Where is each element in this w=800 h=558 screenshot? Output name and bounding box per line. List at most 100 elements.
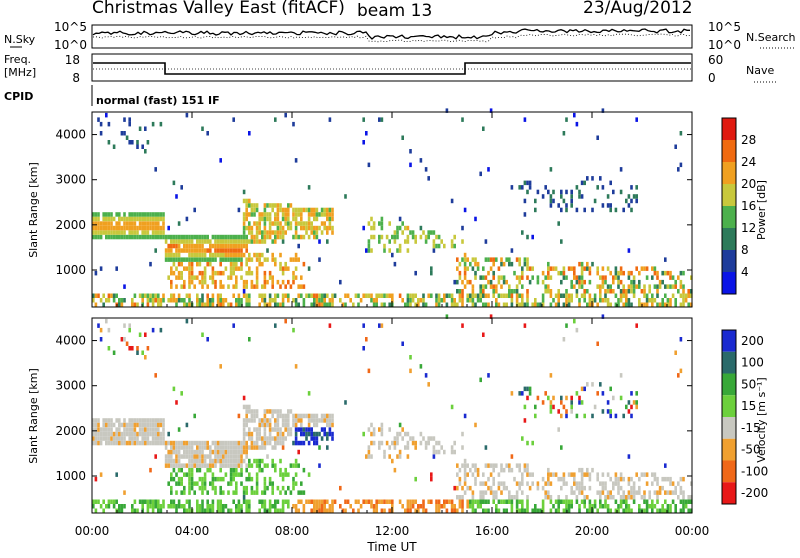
heatmap-cell — [227, 458, 230, 464]
heatmap-cell — [219, 504, 222, 509]
heatmap-cell — [463, 266, 467, 271]
heatmap-cell — [183, 257, 186, 262]
heatmap-cell — [253, 409, 256, 414]
heatmap-cell — [146, 230, 150, 235]
heatmap-cell — [227, 454, 230, 459]
heatmap-cell — [450, 298, 454, 303]
heatmap-cell — [242, 252, 246, 258]
colorbar-swatch — [722, 438, 736, 461]
heatmap-cell — [253, 490, 256, 495]
heatmap-cell — [255, 270, 259, 276]
heatmap-cell — [526, 495, 529, 500]
heatmap-cell — [669, 481, 672, 486]
heatmap-cell — [201, 463, 204, 468]
heatmap-cell — [450, 293, 454, 298]
heatmap-cell — [690, 302, 693, 307]
heatmap-cell — [484, 508, 488, 513]
heatmap-cell — [557, 203, 560, 208]
heatmap-cell — [339, 298, 342, 303]
heatmap-cell — [687, 495, 690, 500]
heatmap-cell — [201, 476, 204, 482]
colorbar-tick: 8 — [741, 243, 749, 257]
heatmap-cell — [201, 499, 204, 504]
heatmap-cell — [131, 140, 134, 145]
heatmap-cell — [177, 298, 181, 303]
heatmap-cell — [476, 499, 480, 504]
heatmap-cell — [172, 257, 176, 262]
heatmap-cell — [331, 230, 334, 235]
heatmap-cell — [544, 490, 547, 495]
heatmap-cell — [258, 221, 261, 226]
heatmap-cell — [406, 248, 410, 253]
heatmap-cell — [547, 495, 550, 500]
heatmap-cell — [479, 490, 482, 495]
heatmap-cell — [196, 458, 199, 464]
heatmap-cell — [518, 485, 521, 491]
heatmap-cell — [679, 131, 683, 136]
heatmap-cell — [97, 117, 100, 122]
heatmap-cell — [450, 239, 454, 244]
heatmap-cell — [393, 440, 397, 446]
heatmap-cell — [214, 248, 217, 253]
heatmap-cell — [232, 257, 235, 262]
heatmap-cell — [315, 298, 319, 303]
heatmap-cell — [237, 463, 241, 468]
heatmap-cell — [125, 216, 129, 222]
heatmap-cell — [196, 449, 199, 455]
heatmap-cell — [263, 504, 267, 509]
heatmap-cell — [651, 508, 654, 513]
heatmap-cell — [131, 212, 134, 217]
heatmap-cell — [297, 243, 300, 249]
heatmap-cell — [237, 266, 241, 271]
heatmap-cell — [365, 293, 368, 298]
heatmap-cell — [432, 454, 436, 459]
heatmap-cell — [175, 234, 178, 240]
heatmap-cell — [495, 463, 498, 468]
heatmap-cell — [266, 463, 269, 468]
heatmap-cell — [580, 485, 584, 491]
heatmap-cell — [94, 436, 98, 441]
heatmap-cell — [518, 508, 521, 513]
heatmap-cell — [479, 377, 482, 383]
heatmap-cell — [474, 261, 477, 267]
heatmap-cell — [287, 418, 290, 423]
heatmap-cell — [188, 239, 191, 244]
heatmap-cell — [505, 293, 508, 298]
heatmap-cell — [463, 261, 467, 267]
heatmap-cell — [131, 221, 134, 226]
heatmap-cell — [216, 445, 220, 450]
heatmap-cell — [159, 508, 163, 513]
heatmap-cell — [229, 270, 233, 276]
heatmap-cell — [157, 302, 160, 307]
heatmap-cell — [284, 318, 287, 324]
heatmap-cell — [206, 440, 209, 446]
heatmap-cell — [151, 508, 155, 513]
heatmap-cell — [437, 449, 441, 455]
heatmap-cell — [131, 508, 134, 513]
heatmap-cell — [276, 234, 280, 240]
heatmap-cell — [669, 508, 672, 513]
heatmap-cell — [437, 293, 441, 298]
colorbar-tick: -15 — [741, 421, 761, 435]
heatmap-cell — [443, 293, 446, 298]
heatmap-cell — [219, 284, 222, 289]
heatmap-cell — [300, 490, 303, 495]
heatmap-cell — [102, 302, 105, 307]
heatmap-cell — [219, 445, 222, 450]
heatmap-cell — [175, 298, 178, 303]
heatmap-cell — [258, 458, 261, 464]
heatmap-cell — [484, 302, 488, 307]
heatmap-cell — [151, 302, 155, 307]
heatmap-cell — [539, 508, 542, 513]
heatmap-cell — [427, 293, 430, 298]
heatmap-cell — [263, 431, 267, 437]
heatmap-cell — [365, 454, 368, 459]
heatmap-cell — [458, 481, 462, 486]
heatmap-cell — [279, 427, 282, 432]
heatmap-cell — [266, 436, 269, 441]
heatmap-cell — [310, 221, 313, 226]
heatmap-cell — [133, 422, 137, 428]
heatmap-cell — [409, 504, 412, 509]
colorbar-tick: 12 — [741, 221, 756, 235]
y-tick-label: 1000 — [55, 263, 86, 277]
